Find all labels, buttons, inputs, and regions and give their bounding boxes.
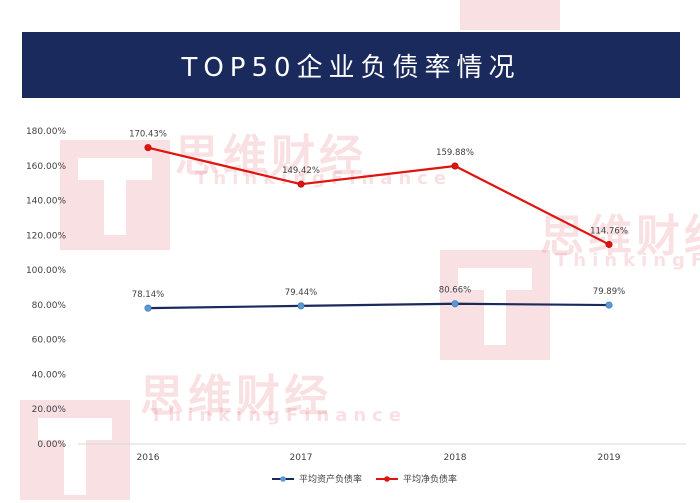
data-point (605, 301, 613, 309)
y-tick-label: 160.00% (26, 162, 66, 172)
legend-marker (384, 476, 390, 482)
legend-label: 平均净负债率 (403, 473, 457, 485)
data-label: 170.43% (129, 130, 167, 140)
data-point (605, 240, 613, 248)
y-tick-label: 20.00% (32, 405, 67, 415)
series-line (147, 302, 610, 310)
y-tick-label: 80.00% (32, 301, 67, 311)
data-label: 80.66% (439, 286, 471, 296)
y-tick-label: 140.00% (26, 197, 66, 207)
y-tick-label: 60.00% (32, 336, 67, 346)
page-title: TOP50企业负债率情况 (181, 52, 521, 83)
legend-marker (280, 476, 286, 482)
y-tick-label: 40.00% (32, 370, 67, 380)
x-tick-label: 2019 (598, 453, 621, 463)
y-tick-label: 120.00% (26, 231, 66, 241)
data-label: 79.44% (285, 288, 317, 298)
data-label: 114.76% (590, 226, 628, 236)
data-label: 149.42% (282, 166, 320, 176)
data-point (451, 162, 459, 170)
data-point (144, 304, 152, 312)
data-label: 79.89% (593, 287, 625, 297)
y-tick-label: 0.00% (37, 440, 66, 450)
legend-label: 平均资产负债率 (299, 473, 362, 485)
y-tick-label: 180.00% (26, 127, 66, 137)
title-banner: TOP50企业负债率情况 (22, 32, 680, 98)
series-line (147, 146, 610, 246)
data-point (297, 180, 305, 188)
x-tick-label: 2018 (444, 453, 467, 463)
data-point (297, 302, 305, 310)
y-tick-label: 100.00% (26, 266, 66, 276)
data-label: 78.14% (132, 290, 164, 300)
x-tick-label: 2017 (290, 453, 313, 463)
x-tick-label: 2016 (137, 453, 160, 463)
data-point (144, 144, 152, 152)
data-point (451, 300, 459, 308)
data-label: 159.88% (436, 148, 474, 158)
